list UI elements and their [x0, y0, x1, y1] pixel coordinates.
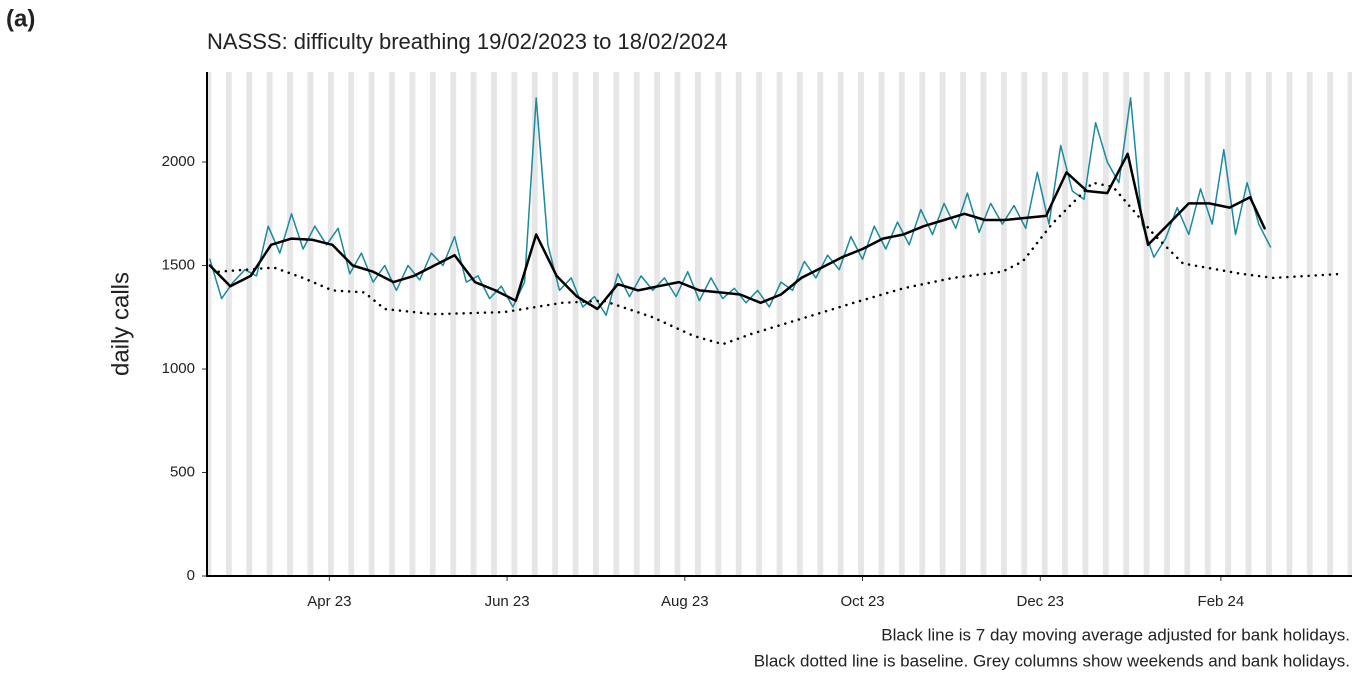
weekend-column [1266, 72, 1272, 576]
weekend-column [208, 72, 212, 576]
weekend-column [1225, 72, 1232, 576]
weekend-column [674, 72, 681, 576]
weekend-column [1347, 72, 1352, 576]
weekend-column [735, 72, 742, 576]
weekend-column [1102, 72, 1109, 576]
footnote: Black dotted line is baseline. Grey colu… [754, 651, 1350, 670]
weekend-column [613, 72, 620, 576]
weekend-column [878, 72, 885, 576]
footnote: Black line is 7 day moving average adjus… [881, 625, 1350, 644]
weekend-column [429, 72, 436, 576]
weekend-column [307, 72, 314, 576]
weekend-column [960, 72, 966, 576]
weekend-column [450, 72, 457, 576]
weekend-column [1204, 72, 1211, 576]
weekend-column [756, 72, 763, 576]
weekend-column [1082, 72, 1089, 576]
weekend-column [409, 72, 416, 576]
weekend-column [1164, 72, 1170, 576]
x-tick-label: Apr 23 [307, 593, 351, 610]
weekend-column [246, 72, 253, 576]
y-tick-label: 1500 [162, 256, 195, 273]
weekend-column [796, 72, 803, 576]
weekend-column [715, 72, 722, 576]
weekend-column [470, 72, 477, 576]
series-line [208, 152, 1266, 311]
weekend-column [1143, 72, 1150, 576]
weekend-column [980, 72, 987, 576]
weekend-column [817, 72, 824, 576]
weekend-column [287, 72, 293, 576]
weekend-column [368, 72, 375, 576]
weekend-column [1306, 72, 1313, 576]
x-tick-label: Jun 23 [485, 593, 530, 610]
weekend-column [695, 72, 701, 576]
weekend-column [898, 72, 905, 576]
weekend-column [511, 72, 518, 576]
weekend-column [1062, 72, 1068, 576]
y-tick-label: 1000 [162, 360, 195, 377]
weekend-column [1123, 72, 1130, 576]
y-tick-label: 2000 [162, 153, 195, 170]
weekend-column [225, 72, 232, 576]
x-tick-label: Aug 23 [661, 593, 709, 610]
x-tick-label: Feb 24 [1198, 593, 1245, 610]
weekend-column [327, 72, 334, 576]
weekend-column [389, 72, 395, 576]
weekend-column [593, 72, 599, 576]
weekend-column [776, 72, 783, 576]
weekend-column [1000, 72, 1007, 576]
chart-title: NASSS: difficulty breathing 19/02/2023 t… [207, 29, 728, 54]
weekend-column [1184, 72, 1191, 576]
weekend-column [1021, 72, 1028, 576]
weekend-column [348, 72, 355, 576]
weekend-column [1327, 72, 1334, 576]
weekend-column [572, 72, 579, 576]
panel-label: (a) [6, 5, 35, 32]
weekend-column [1041, 72, 1048, 576]
weekend-column [633, 72, 640, 576]
weekend-column [837, 72, 844, 576]
weekend-column [266, 72, 273, 576]
y-tick-label: 0 [187, 567, 195, 584]
weekend-column [1245, 72, 1252, 576]
baseline-line [217, 181, 1345, 346]
x-tick-label: Dec 23 [1016, 593, 1064, 610]
background [208, 72, 1352, 576]
weekend-column [531, 72, 538, 576]
y-axis-label: daily calls [107, 272, 134, 376]
weekend-column [858, 72, 864, 576]
weekend-column [1286, 72, 1293, 576]
weekend-column [939, 72, 946, 576]
weekend-column [654, 72, 661, 576]
weekend-column [919, 72, 926, 576]
weekend-column [491, 72, 497, 576]
weekend-column [552, 72, 559, 576]
x-tick-label: Oct 23 [840, 593, 884, 610]
y-tick-label: 500 [170, 463, 195, 480]
